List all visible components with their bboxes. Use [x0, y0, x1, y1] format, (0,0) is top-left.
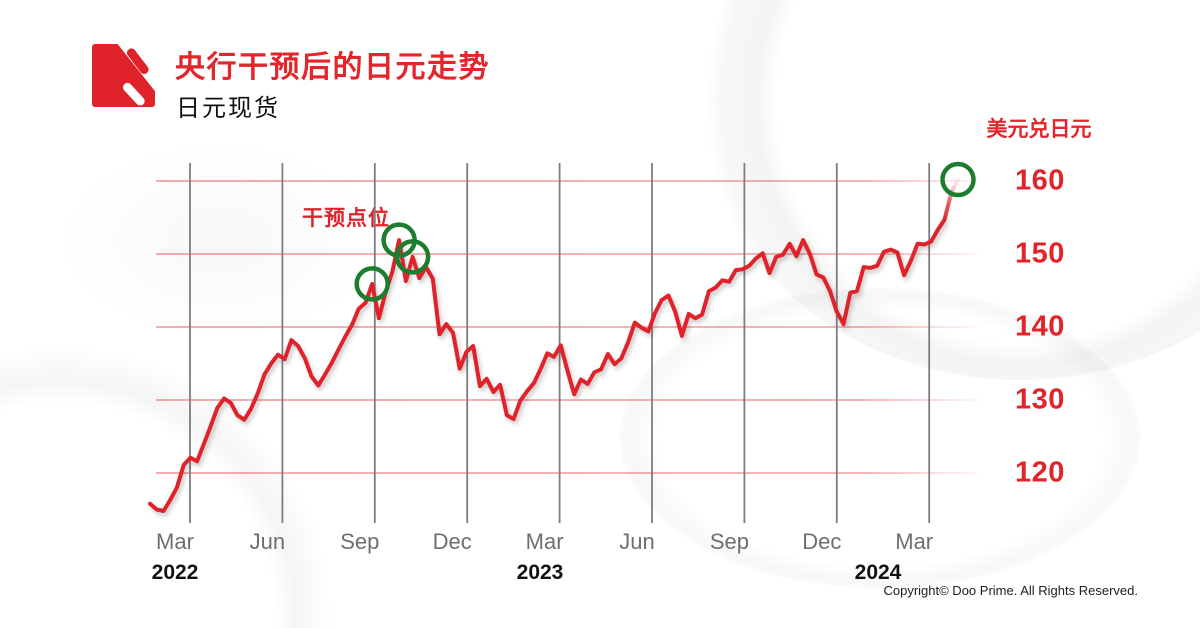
- x-tick-label: Jun: [619, 529, 655, 554]
- x-tick-label: Mar: [156, 529, 194, 554]
- x-tick-label: Dec: [802, 529, 842, 554]
- y-tick-label: 160: [1015, 164, 1065, 197]
- y-axis-title: 美元兑日元: [986, 118, 1092, 141]
- x-tick-label: Mar: [525, 529, 564, 554]
- intervention-annotation-label: 干预点位: [302, 207, 390, 230]
- vertical-gridlines: [189, 163, 931, 523]
- x-tick-label: Dec: [432, 529, 472, 554]
- x-tick-label: Sep: [340, 529, 380, 554]
- year-label: 2022: [151, 561, 199, 584]
- y-tick-label: 130: [1015, 383, 1065, 416]
- doo-prime-logo-icon: [92, 44, 155, 112]
- usdjpy-price-line-fading-tip: [942, 177, 960, 222]
- copyright-text: Copyright© Doo Prime. All Rights Reserve…: [883, 583, 1138, 598]
- x-tick-label: Sep: [709, 529, 749, 554]
- usdjpy-price-line: [148, 217, 947, 513]
- intervention-circles: [354, 161, 976, 302]
- x-tick-label: Jun: [249, 529, 286, 554]
- page-title: 央行干预后的日元走势: [175, 51, 490, 84]
- y-tick-label: 140: [1015, 310, 1065, 343]
- horizontal-gridlines: [156, 180, 978, 474]
- y-tick-label: 120: [1015, 456, 1065, 489]
- x-tick-label: Mar: [895, 529, 934, 554]
- year-label: 2024: [854, 561, 902, 584]
- y-tick-label: 150: [1015, 237, 1065, 270]
- year-label: 2023: [516, 561, 564, 584]
- chart-subtitle: 日元现货: [176, 95, 280, 122]
